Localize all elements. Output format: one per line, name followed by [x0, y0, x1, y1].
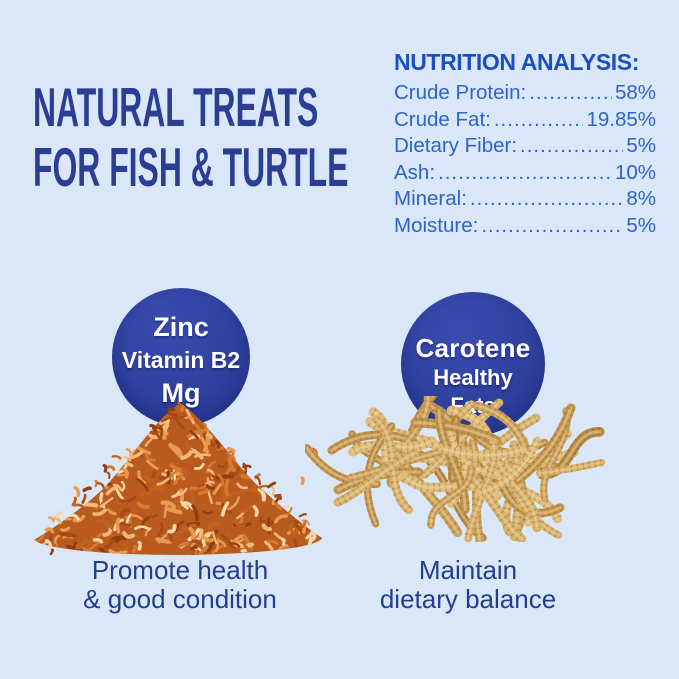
badge-line: Vitamin B2 [121, 347, 241, 373]
caption-line: dietary balance [379, 584, 557, 614]
nutrition-label: Dietary Fiber: [394, 134, 518, 157]
dried-mealworms-photo [305, 396, 606, 542]
badge-line: Mg [161, 378, 201, 408]
nutrition-panel: NUTRITION ANALYSIS: Crude Protein: .....… [394, 47, 656, 239]
right-product-caption: Maintain dietary balance [330, 556, 606, 614]
dot-leader: .................. [493, 107, 584, 131]
nutrition-value: 58% [614, 81, 656, 104]
nutrition-value: 19.85% [586, 107, 656, 131]
nutrition-row-ash: Ash: .................................. … [394, 160, 656, 187]
nutrition-heading: NUTRITION ANALYSIS: [394, 49, 639, 75]
dot-leader: ................ [529, 81, 612, 104]
caption-line: Promote health [91, 555, 269, 585]
nutrition-label: Moisture: [394, 213, 479, 237]
nutrition-label: Crude Fat: [394, 107, 491, 131]
caption-line: & good condition [83, 584, 277, 614]
nutrition-value: 8% [626, 187, 656, 210]
dot-leader: .......................... [481, 213, 623, 237]
badge-line: Zinc [153, 312, 209, 342]
nutrition-label: Crude Protein: [394, 81, 527, 104]
nutrition-row-mineral: Mineral: ............................. 8… [394, 186, 656, 213]
page-title-line-1: NATURAL TREATS [33, 76, 319, 138]
dot-leader: ..................... [520, 134, 623, 157]
dried-shrimp-photo [34, 400, 322, 556]
nutrition-label: Mineral: [394, 187, 467, 210]
nutrition-value: 5% [626, 134, 656, 157]
nutrition-table: Crude Protein: ................ 58% Crud… [394, 80, 656, 239]
nutrition-row-crude-fat: Crude Fat: .................. 19.85% [394, 107, 656, 134]
dot-leader: ............................. [469, 187, 624, 210]
left-product-caption: Promote health & good condition [40, 556, 320, 614]
nutrition-row-dietary-fiber: Dietary Fiber: ..................... 5% [394, 133, 656, 160]
nutrition-value: 5% [626, 213, 656, 237]
nutrition-value: 10% [614, 160, 656, 184]
nutrition-label: Ash: [394, 160, 436, 184]
badge-line: Carotene [415, 333, 531, 363]
caption-line: Maintain [418, 555, 518, 585]
badge-line: Healthy [433, 365, 513, 390]
dot-leader: .................................. [438, 160, 612, 184]
minerals-badge: Zinc Vitamin B2 Mg [112, 288, 250, 426]
nutrition-row-moisture: Moisture: .......................... 5% [394, 213, 656, 240]
page-title-line-2: FOR FISH & TURTLE [33, 136, 349, 198]
nutrition-row-crude-protein: Crude Protein: ................ 58% [394, 80, 656, 107]
